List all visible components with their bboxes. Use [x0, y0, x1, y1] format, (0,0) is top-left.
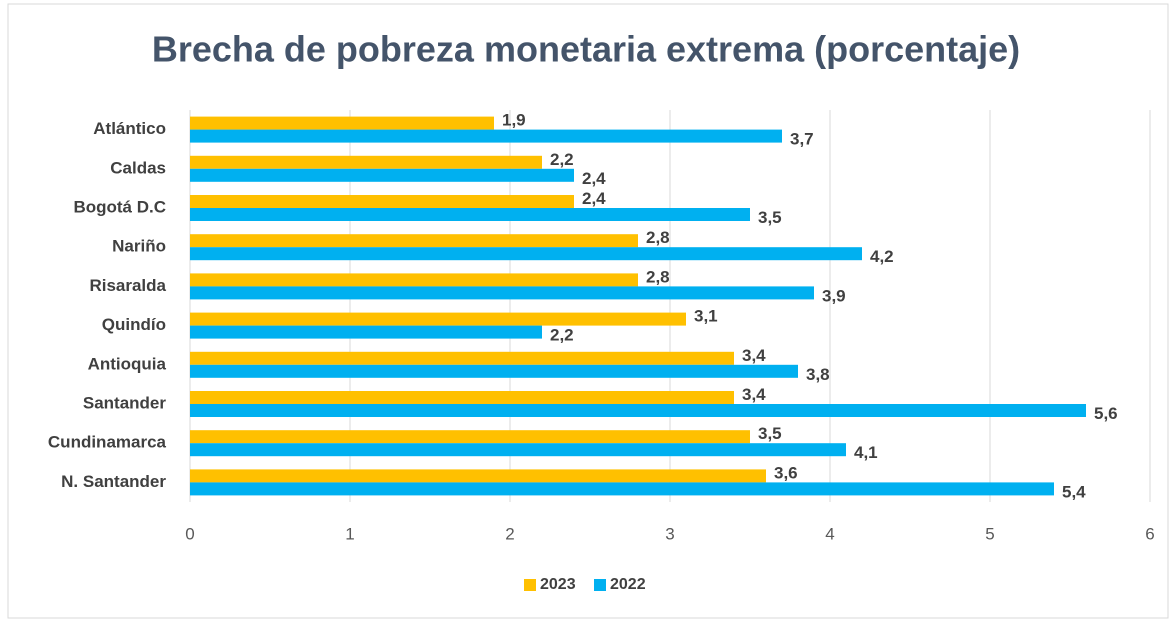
x-tick-label: 0: [185, 524, 194, 543]
data-label: 3,4: [742, 346, 766, 365]
data-label: 2,2: [550, 150, 574, 169]
x-tick-label: 1: [345, 524, 354, 543]
bar: [190, 286, 814, 300]
data-label: 3,9: [822, 286, 846, 305]
data-label: 3,5: [758, 424, 782, 443]
data-label: 3,4: [742, 385, 766, 404]
bar: [190, 247, 862, 261]
x-tick-label: 6: [1145, 524, 1154, 543]
bar: [190, 116, 494, 130]
bar: [190, 404, 1086, 417]
y-tick-label: N. Santander: [61, 472, 166, 491]
data-label: 3,7: [790, 130, 814, 149]
legend-swatch: [594, 579, 606, 591]
bar: [190, 325, 542, 339]
y-tick-label: Quindío: [102, 315, 166, 334]
bar: [190, 391, 734, 404]
bar: [190, 482, 1054, 496]
bar: [190, 312, 686, 326]
data-label: 2,8: [646, 228, 670, 247]
x-tick-label: 2: [505, 524, 514, 543]
data-label: 1,9: [502, 111, 526, 130]
data-label: 5,6: [1094, 404, 1118, 423]
bar: [190, 364, 798, 378]
bar: [190, 430, 750, 444]
chart-border: [7, 3, 1169, 619]
legend-label: 2022: [610, 576, 646, 593]
bar: [190, 168, 574, 182]
data-label: 2,4: [582, 169, 606, 188]
y-tick-label: Atlántico: [93, 119, 166, 138]
data-label: 3,5: [758, 208, 782, 227]
data-label: 2,2: [550, 326, 574, 345]
y-tick-label: Risaralda: [89, 276, 166, 295]
bar: [190, 129, 782, 143]
data-label: 3,6: [774, 463, 798, 482]
data-label: 5,4: [1062, 482, 1086, 501]
y-tick-label: Santander: [83, 393, 167, 412]
x-tick-label: 4: [825, 524, 834, 543]
bar: [190, 469, 766, 483]
data-label: 2,4: [582, 189, 606, 208]
bar: [190, 234, 638, 248]
y-tick-label: Caldas: [110, 158, 166, 177]
legend-label: 2023: [540, 576, 576, 593]
data-label: 4,2: [870, 247, 894, 266]
bar: [190, 443, 846, 457]
data-label: 3,8: [806, 365, 830, 384]
bar: [190, 351, 734, 365]
y-tick-label: Bogotá D.C: [73, 197, 166, 216]
bar: [190, 208, 750, 221]
data-label: 4,1: [854, 443, 878, 462]
x-tick-label: 5: [985, 524, 994, 543]
y-tick-label: Cundinamarca: [48, 433, 167, 452]
bar: [190, 195, 574, 208]
bar: [190, 155, 542, 169]
legend-swatch: [524, 579, 536, 591]
x-tick-label: 3: [665, 524, 674, 543]
y-tick-label: Antioquia: [88, 354, 167, 373]
y-tick-label: Nariño: [112, 237, 166, 256]
data-label: 3,1: [694, 307, 718, 326]
chart-title: Brecha de pobreza monetaria extrema (por…: [152, 29, 1020, 70]
bar: [190, 273, 638, 287]
data-label: 2,8: [646, 267, 670, 286]
